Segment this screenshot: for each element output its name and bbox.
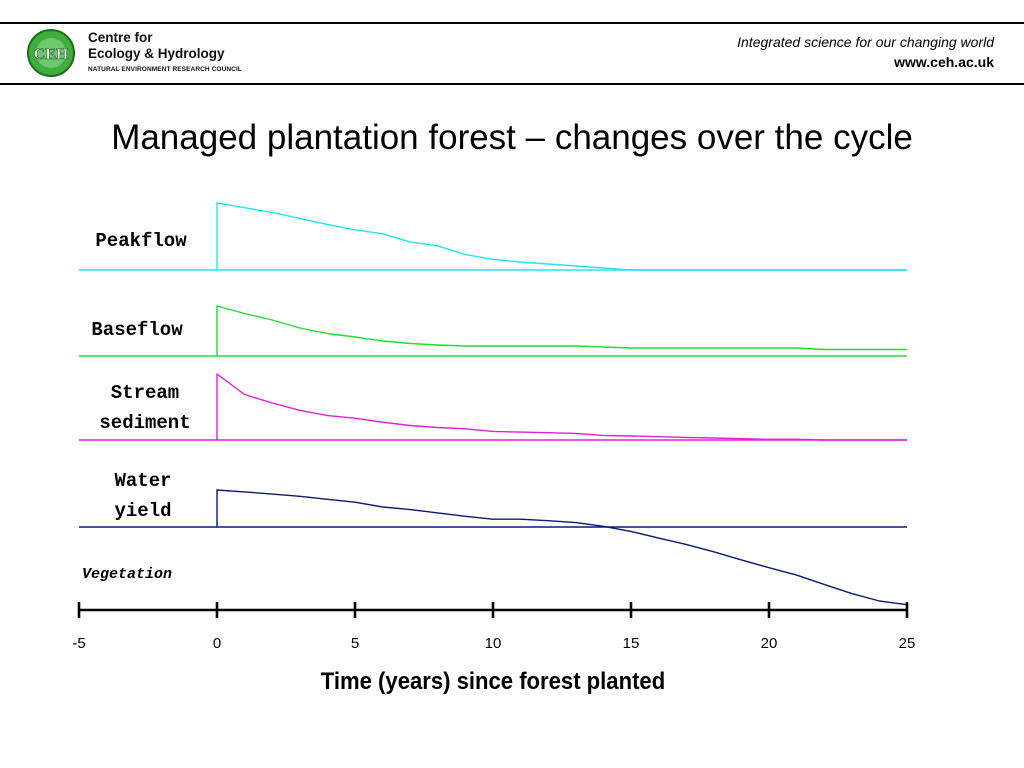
ceh-logo-mark: CEH bbox=[27, 29, 75, 77]
water-yield-series-line bbox=[216, 489, 908, 606]
x-axis-title: Time (years) since forest planted bbox=[320, 668, 666, 695]
peakflow-label-line-1: Peakflow bbox=[95, 230, 187, 252]
header-top-rule bbox=[0, 22, 1024, 24]
ceh-logo[interactable]: CEH Centre for Ecology & Hydrology NATUR… bbox=[26, 28, 266, 80]
x-tick-label-5: 5 bbox=[351, 635, 359, 652]
x-tick-label-0: 0 bbox=[213, 635, 221, 652]
stream-sediment-label-line-1: Stream bbox=[111, 382, 179, 404]
baseflow-series-line bbox=[216, 305, 907, 356]
peakflow-series-line bbox=[216, 202, 907, 271]
baseflow-label-line-1: Baseflow bbox=[91, 319, 183, 341]
header-tagline: Integrated science for our changing worl… bbox=[737, 34, 994, 50]
x-tick-label-20: 20 bbox=[761, 635, 778, 652]
x-tick-label-25: 25 bbox=[899, 635, 916, 652]
x-tick-label--5: -5 bbox=[72, 635, 85, 652]
x-tick-label-10: 10 bbox=[485, 635, 502, 652]
vegetation-label: Vegetation bbox=[82, 566, 172, 583]
logo-line-3: NATURAL ENVIRONMENT RESEARCH COUNCIL bbox=[88, 66, 242, 73]
water-yield-label-line-1: Water bbox=[114, 470, 171, 492]
logo-line-2: Ecology & Hydrology bbox=[88, 46, 225, 61]
header-website-link[interactable]: www.ceh.ac.uk bbox=[894, 54, 994, 70]
x-tick-label-15: 15 bbox=[623, 635, 640, 652]
stream-sediment-series-line bbox=[216, 373, 907, 441]
page-title: Managed plantation forest – changes over… bbox=[111, 118, 913, 157]
logo-line-1: Centre for bbox=[88, 30, 153, 45]
water-yield-label-line-2: yield bbox=[114, 500, 171, 522]
logo-mark-text: CEH bbox=[34, 46, 69, 63]
header-bottom-rule bbox=[0, 83, 1024, 85]
stream-sediment-label-line-2: sediment bbox=[99, 412, 190, 434]
